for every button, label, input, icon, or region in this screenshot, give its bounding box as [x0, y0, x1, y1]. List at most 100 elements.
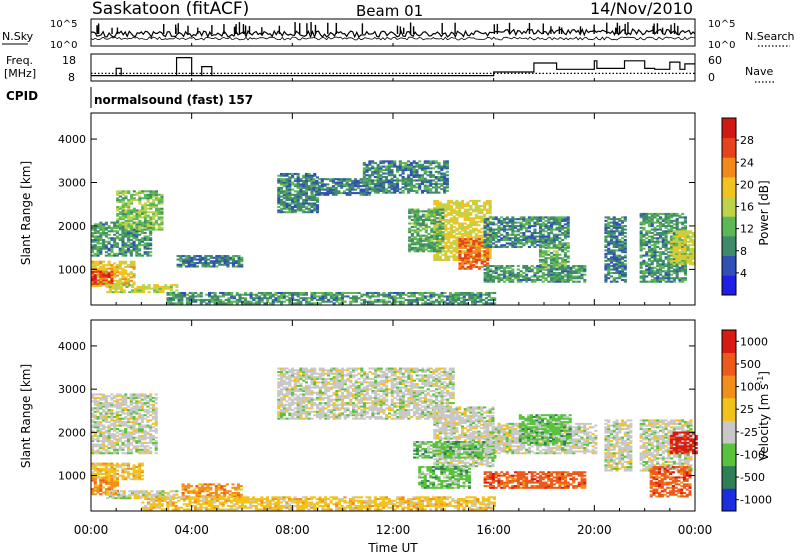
power-cell: [639, 216, 643, 219]
power-cell: [404, 167, 408, 170]
power-cell: [650, 275, 654, 278]
power-cell: [143, 202, 147, 205]
power-cell: [502, 268, 507, 271]
power-cell: [371, 182, 375, 185]
power-cell: [416, 217, 420, 220]
power-cell: [621, 271, 625, 275]
power-cell: [645, 214, 649, 217]
power-cell: [326, 193, 330, 196]
power-cell: [91, 265, 95, 268]
power-cell: [486, 226, 490, 229]
power-cell: [340, 300, 344, 303]
power-cell: [533, 237, 537, 240]
power-cell: [408, 246, 412, 249]
power-cell: [480, 253, 484, 256]
power-cell: [138, 209, 142, 212]
power-cell: [387, 189, 391, 192]
power-cell: [115, 237, 119, 240]
power-cell: [362, 163, 366, 166]
power-cell: [107, 271, 111, 274]
power-cell: [689, 238, 693, 242]
power-cell: [99, 232, 103, 235]
power-cell: [93, 245, 97, 248]
power-cell: [334, 193, 338, 196]
power-cell: [293, 185, 297, 188]
power-cell: [113, 230, 117, 233]
power-cell: [469, 217, 473, 220]
power-cell: [667, 240, 671, 243]
power-cell: [474, 224, 478, 227]
power-cell: [179, 255, 183, 258]
power-cell: [558, 248, 562, 251]
power-cell: [609, 261, 614, 264]
power-cell: [480, 260, 484, 263]
power-cell: [125, 285, 129, 288]
power-cell: [527, 230, 531, 233]
power-cell: [296, 185, 300, 188]
power-cell: [466, 260, 470, 263]
power-cell: [223, 255, 227, 258]
power-cell: [474, 245, 478, 248]
power-cell: [409, 172, 413, 175]
power-cell: [659, 237, 663, 240]
power-cell: [447, 220, 451, 223]
power-cell: [533, 225, 537, 228]
power-cell: [463, 234, 467, 237]
power-cell: [675, 219, 679, 222]
power-cell: [99, 285, 103, 288]
power-cell: [302, 185, 306, 188]
power-cell: [664, 273, 668, 276]
power-cell: [126, 281, 131, 284]
power-cell: [252, 297, 256, 300]
power-cell: [466, 267, 470, 270]
power-cell: [118, 249, 122, 252]
power-cell: [413, 220, 417, 223]
power-cell: [661, 230, 665, 233]
power-cell: [522, 238, 526, 242]
power-cell: [140, 230, 144, 233]
power-cell: [566, 232, 570, 235]
power-cell: [452, 258, 456, 261]
power-cell: [231, 255, 235, 258]
power-cell: [96, 237, 100, 240]
power-cell: [96, 235, 100, 238]
power-cell: [368, 179, 372, 182]
power-cell: [424, 224, 428, 227]
power-cell: [466, 227, 470, 230]
power-cell: [99, 279, 103, 282]
power-cell: [511, 223, 515, 226]
power-cell: [307, 199, 311, 202]
power-cell: [257, 300, 261, 303]
power-cell: [187, 260, 191, 263]
power-cell: [569, 271, 573, 275]
power-cell: [469, 245, 473, 248]
power-cell: [561, 242, 565, 245]
power-cell: [169, 300, 173, 303]
power-cell: [466, 218, 470, 222]
power-cell: [642, 261, 646, 264]
power-cell: [555, 264, 559, 267]
power-cell: [670, 270, 674, 273]
power-cell: [623, 280, 627, 283]
power-cell: [184, 262, 188, 265]
power-cell: [438, 208, 442, 211]
power-cell: [563, 218, 567, 221]
power-cell: [650, 240, 654, 243]
power-cell: [116, 197, 120, 200]
power-cell: [547, 232, 551, 235]
power-cell: [444, 229, 448, 232]
power-cell: [455, 255, 459, 258]
power-cell: [393, 298, 397, 301]
power-cell: [452, 250, 456, 253]
power-cell: [427, 213, 431, 216]
power-cell: [683, 278, 687, 281]
power-cell: [645, 216, 649, 219]
power-cell: [365, 191, 369, 194]
power-cell: [285, 211, 289, 214]
power-cell: [359, 190, 363, 193]
power-cell: [310, 174, 314, 177]
power-cell: [486, 266, 490, 269]
power-cell: [522, 275, 526, 278]
power-cell: [282, 183, 286, 186]
power-cell: [583, 268, 587, 271]
